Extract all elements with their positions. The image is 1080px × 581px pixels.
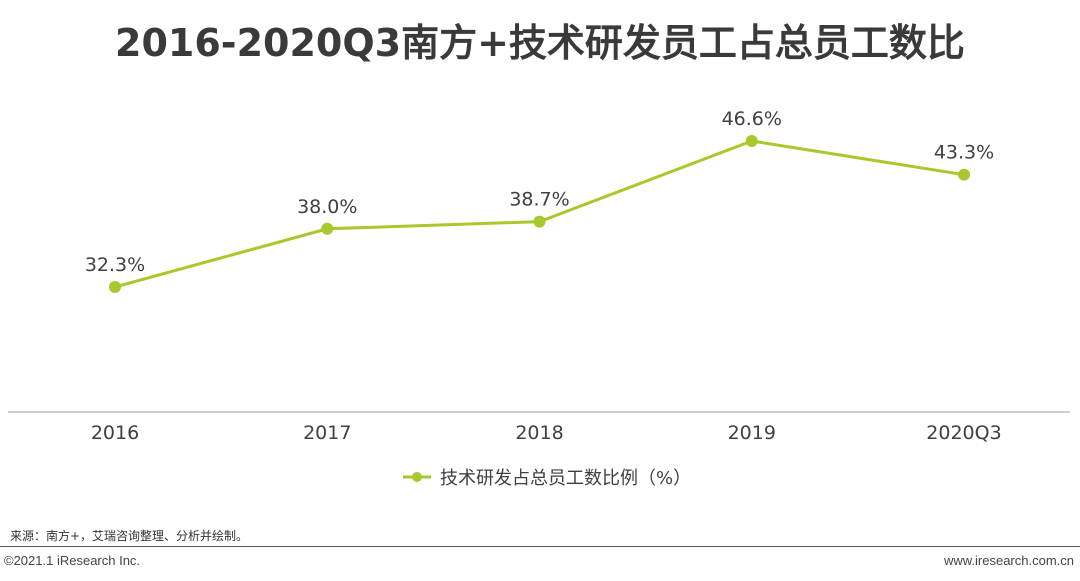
x-tick-label: 2016 [91, 422, 139, 444]
x-tick-label: 2020Q3 [926, 422, 1001, 444]
source-note: 来源：南方+，艾瑞咨询整理、分析并绘制。 [10, 529, 249, 543]
x-tick-label: 2019 [728, 422, 776, 444]
data-label: 38.7% [509, 189, 569, 211]
data-point [321, 222, 334, 235]
data-label: 32.3% [85, 254, 145, 276]
website-link[interactable]: www.iresearch.com.cn [943, 553, 1074, 568]
x-tick-label: 2018 [515, 422, 563, 444]
chart-title: 2016-2020Q3南方+技术研发员工占总员工数比 [115, 21, 965, 65]
x-tick-labels: 2016 2017 2018 2019 2020Q3 [91, 422, 1002, 444]
legend: 技术研发占总员工数比例（%） [403, 468, 691, 489]
footer-divider [0, 546, 1080, 547]
x-tick-label: 2017 [303, 422, 351, 444]
series-layer: 32.3% 38.0% 38.7% 46.6% 43.3% [85, 108, 994, 293]
legend-label: 技术研发占总员工数比例（%） [440, 468, 691, 489]
data-point [958, 168, 970, 181]
data-label: 38.0% [297, 196, 357, 218]
data-label: 43.3% [934, 142, 994, 164]
copyright-text: ©2021.1 iResearch Inc. [4, 553, 141, 568]
legend-swatch-marker [412, 472, 422, 482]
data-point [745, 134, 758, 147]
series-line [114, 139, 965, 289]
data-point [109, 281, 121, 293]
data-point [533, 215, 546, 228]
data-label: 46.6% [722, 108, 782, 130]
